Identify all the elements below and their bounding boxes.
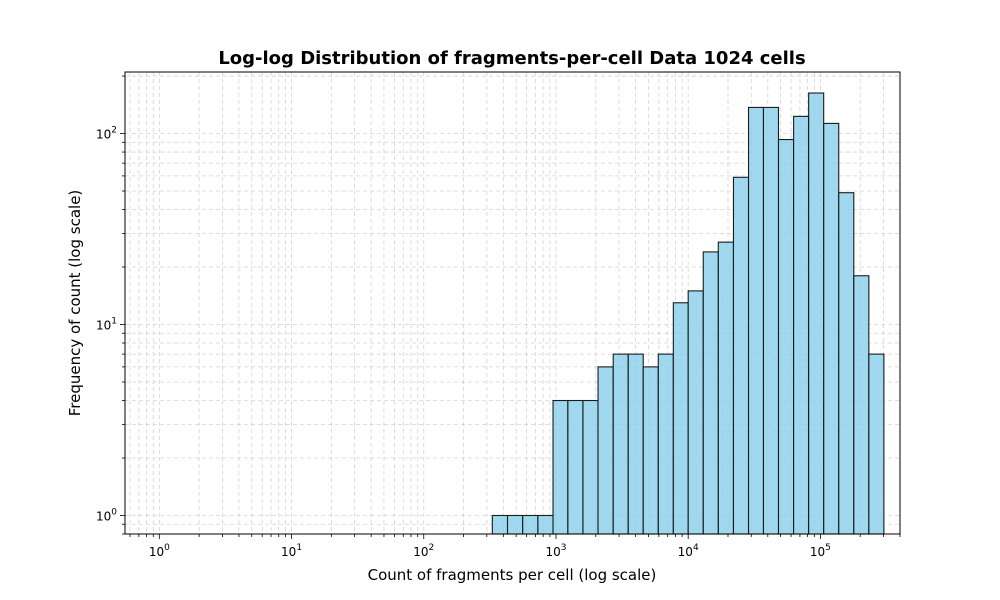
x-tick-label: 102 [413,543,434,559]
histogram-bar [612,353,629,535]
histogram-bar [702,251,719,535]
histogram-bar [642,366,659,535]
histogram-bar [552,399,569,535]
histogram-bar [808,92,825,535]
axis-ticks: 100 101 102 103 104 105 100 101 102 [96,75,901,559]
histogram-bar [838,192,855,535]
histogram-bar [717,241,735,535]
histogram-bar [747,106,765,535]
histogram-bar [537,514,554,535]
x-tick-label: 105 [810,543,831,559]
y-tick-label: 101 [96,317,117,333]
x-tick-label: 104 [678,543,699,559]
histogram-bar [582,399,599,535]
x-tick-label: 101 [281,543,302,559]
histogram-bar [657,353,674,535]
histogram-bar [762,106,780,535]
histogram-bar [777,139,795,535]
histogram-bar [687,290,704,535]
histogram-bar [597,366,614,535]
y-tick-label: 102 [96,126,117,142]
histogram-bar [522,514,539,535]
histogram-bar [823,122,840,535]
x-tick-label: 100 [149,543,170,559]
histogram-bar [567,399,584,535]
y-axis-label: Frequency of count (log scale) [66,190,84,417]
plot-area-frame [124,71,901,535]
chart-title: Log-log Distribution of fragments-per-ce… [218,48,805,69]
histogram-bar [732,176,750,535]
histogram-bar [627,353,644,535]
histogram-bar [506,514,524,535]
x-tick-label: 103 [545,543,566,559]
histogram-bar [491,514,509,535]
histogram-bar [672,302,689,535]
x-axis-label: Count of fragments per cell (log scale) [368,566,657,584]
histogram-bar [868,353,885,535]
y-tick-label: 100 [96,507,117,523]
histogram-bar [853,275,870,535]
histogram-bar [793,115,810,535]
